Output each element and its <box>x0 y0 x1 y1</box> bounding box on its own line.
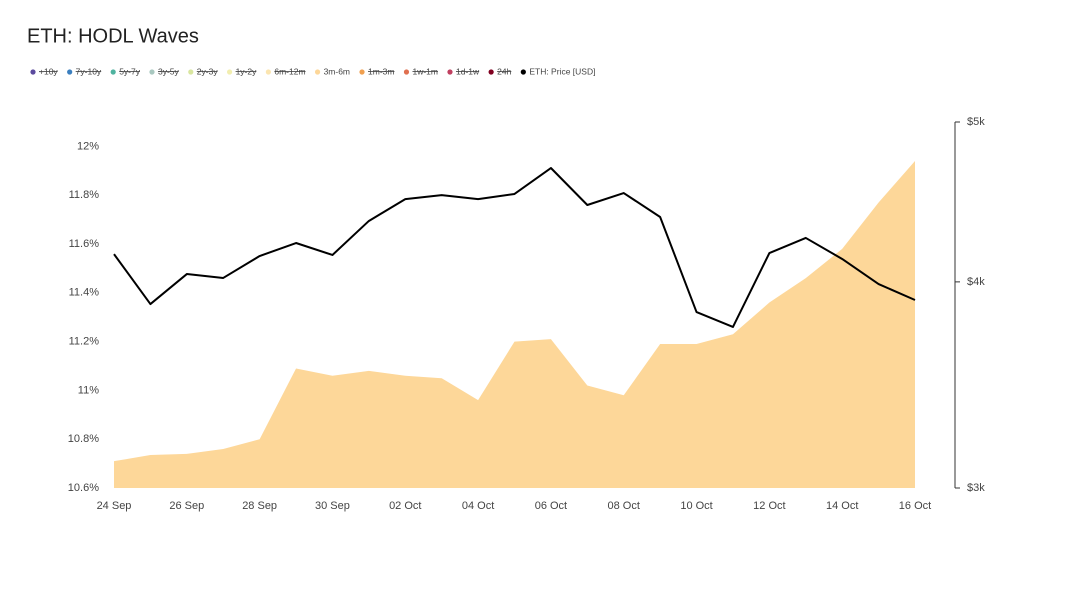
legend-label[interactable]: 1m-3m <box>368 66 394 76</box>
x-tick-label: 28 Sep <box>242 500 277 512</box>
legend-marker <box>314 69 321 75</box>
legend-label[interactable]: 3m-6m <box>324 66 350 76</box>
x-tick-label: 02 Oct <box>389 500 421 512</box>
legend-marker <box>188 69 194 75</box>
legend-marker <box>520 69 526 75</box>
legend-marker <box>226 69 233 75</box>
chart-title: ETH: HODL Waves <box>27 25 199 47</box>
legend-label[interactable]: ETH: Price [USD] <box>529 66 595 76</box>
legend-marker <box>110 69 116 75</box>
x-tick-label: 14 Oct <box>826 500 858 512</box>
y-tick-label: 12% <box>77 140 99 152</box>
legend-marker <box>149 69 155 75</box>
y-tick-label: 10.8% <box>68 433 99 445</box>
legend-label[interactable]: 24h <box>497 66 511 76</box>
x-tick-label: 04 Oct <box>462 500 494 512</box>
legend-marker <box>403 69 410 75</box>
legend-label[interactable]: 2y-3y <box>197 66 219 76</box>
legend-marker <box>359 69 365 75</box>
legend-label[interactable]: 7y-10y <box>76 66 102 76</box>
y-tick-label: 11.6% <box>69 238 100 250</box>
x-tick-label: 26 Sep <box>169 500 204 512</box>
x-tick-label: 06 Oct <box>535 500 567 512</box>
y-tick-label: 11.8% <box>69 189 100 201</box>
legend-marker <box>488 69 494 75</box>
x-tick-label: 24 Sep <box>97 500 132 512</box>
x-tick-label: 12 Oct <box>753 500 785 512</box>
legend-label[interactable]: 3y-5y <box>158 66 180 76</box>
y-tick-label: 11.2% <box>69 336 100 348</box>
legend-label[interactable]: 5y-7y <box>119 66 141 76</box>
area <box>114 161 915 489</box>
legend-marker <box>447 69 453 75</box>
x-tick-label: 30 Sep <box>315 500 350 512</box>
legend-marker <box>30 69 36 75</box>
x-tick-label: 10 Oct <box>680 500 712 512</box>
legend-label[interactable]: +10y <box>39 66 58 76</box>
y-tick-label: 10.6% <box>68 482 99 494</box>
y2-tick-label: $4k <box>967 276 985 288</box>
y-tick-label: 11.4% <box>69 287 100 299</box>
legend-marker <box>265 69 271 75</box>
y2-tick-label: $5k <box>967 116 985 128</box>
x-tick-label: 08 Oct <box>608 500 640 512</box>
legend-label[interactable]: 6m-12m <box>274 66 305 76</box>
y2-tick-label: $3k <box>967 482 985 494</box>
x-tick-label: 16 Oct <box>899 500 931 512</box>
legend-label[interactable]: 1y-2y <box>236 66 258 76</box>
legend-label[interactable]: 1d-1w <box>456 66 480 76</box>
legend-marker <box>67 69 73 75</box>
y-tick-label: 11% <box>78 384 99 396</box>
line <box>113 167 916 328</box>
legend-label[interactable]: 1w-1m <box>412 66 438 76</box>
